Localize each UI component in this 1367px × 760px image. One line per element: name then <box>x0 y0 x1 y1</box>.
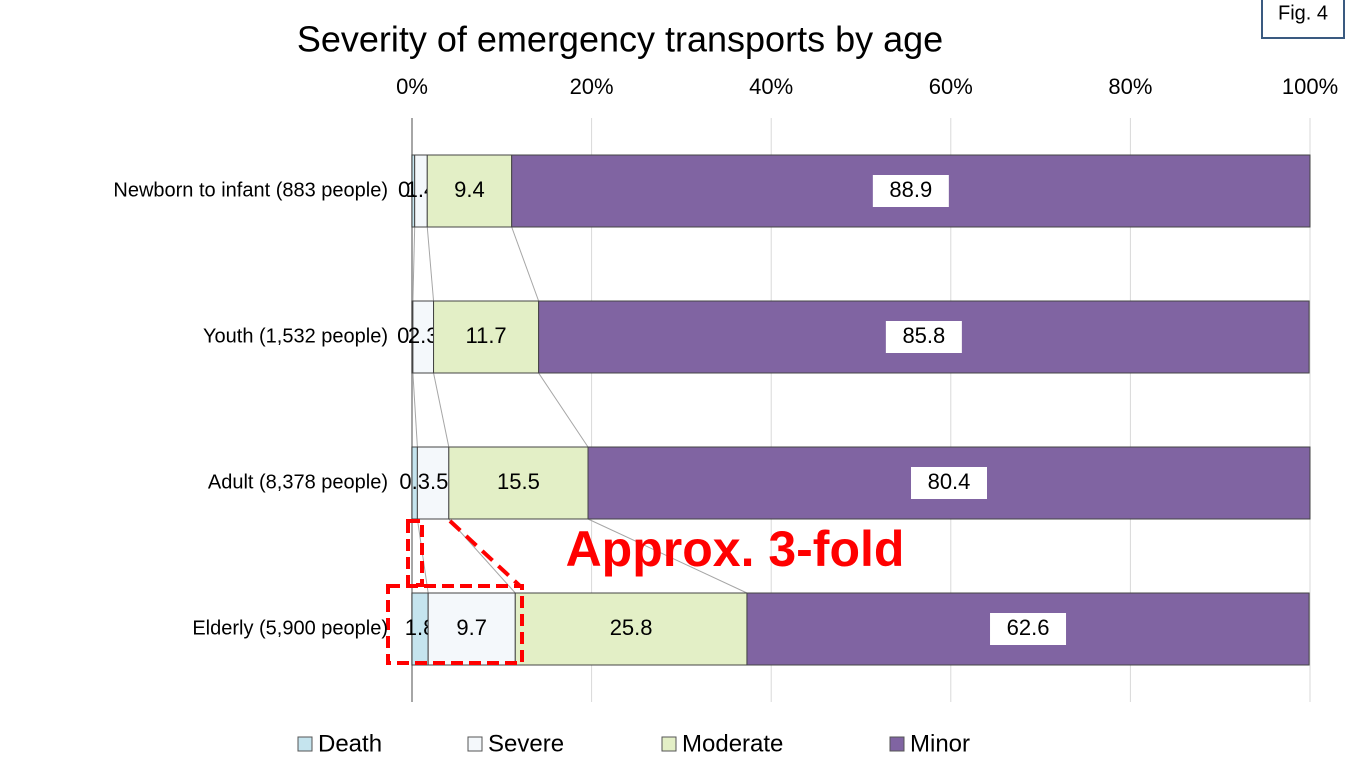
value-label: 3.5 <box>418 469 449 494</box>
value-label: 88.9 <box>889 177 932 202</box>
legend-swatch <box>661 736 677 752</box>
value-label-box <box>990 613 1067 645</box>
legend-swatch <box>297 736 313 752</box>
value-label-box <box>911 467 988 499</box>
x-tick-label: 20% <box>570 74 614 99</box>
value-label: 25.8 <box>610 615 653 640</box>
series-line <box>426 226 435 302</box>
fig-box <box>1261 0 1345 39</box>
value-label: 11.7 <box>465 323 506 348</box>
highlight-box <box>386 584 524 665</box>
bar-segment <box>433 300 540 374</box>
bar-segment <box>448 446 589 520</box>
legend-label: Moderate <box>682 730 783 757</box>
series-line <box>448 518 516 594</box>
x-tick-label: 0% <box>396 74 428 99</box>
series-line <box>416 518 429 594</box>
annotation: Approx. 3-fold <box>566 521 905 577</box>
value-label-box <box>872 175 949 207</box>
legend-label: Severe <box>488 730 564 757</box>
series-line <box>538 372 589 448</box>
y-tick-label: Adult (8,378 people) <box>208 471 388 493</box>
value-label: 15.5 <box>497 469 540 494</box>
highlight-connector <box>448 519 522 588</box>
value-label-box <box>885 321 962 353</box>
highlight-box <box>406 519 424 587</box>
value-label: 9.7 <box>456 615 487 640</box>
bars: 0.31.49.488.90.12.311.785.80.63.515.580.… <box>397 154 1311 666</box>
value-label: 85.8 <box>902 323 945 348</box>
bar-segment <box>416 446 450 520</box>
bar-segment <box>426 154 513 228</box>
series-line <box>412 372 418 448</box>
legend-swatch <box>467 736 483 752</box>
bar-segment <box>514 592 748 666</box>
legend-label: Minor <box>910 730 970 757</box>
chart-title: Severity of emergency transports by age <box>297 19 943 60</box>
legend-label: Death <box>318 730 382 757</box>
series-line <box>433 372 450 448</box>
y-tick-label: Newborn to infant (883 people) <box>113 179 388 201</box>
series-line <box>511 226 540 302</box>
value-label: 80.4 <box>928 469 971 494</box>
value-label: 9.4 <box>454 177 485 202</box>
series-line <box>412 226 416 302</box>
x-tick-label: 60% <box>929 74 973 99</box>
x-tick-label: 100% <box>1282 74 1338 99</box>
y-tick-label: Youth (1,532 people) <box>203 325 388 347</box>
x-tick-label: 80% <box>1108 74 1152 99</box>
legend-swatch <box>889 736 905 752</box>
series-line <box>587 518 748 594</box>
value-label: 62.6 <box>1007 615 1050 640</box>
fig-label: Fig. 4 <box>1278 2 1328 24</box>
y-tick-label: Elderly (5,900 people) <box>192 617 388 639</box>
x-tick-label: 40% <box>749 74 793 99</box>
